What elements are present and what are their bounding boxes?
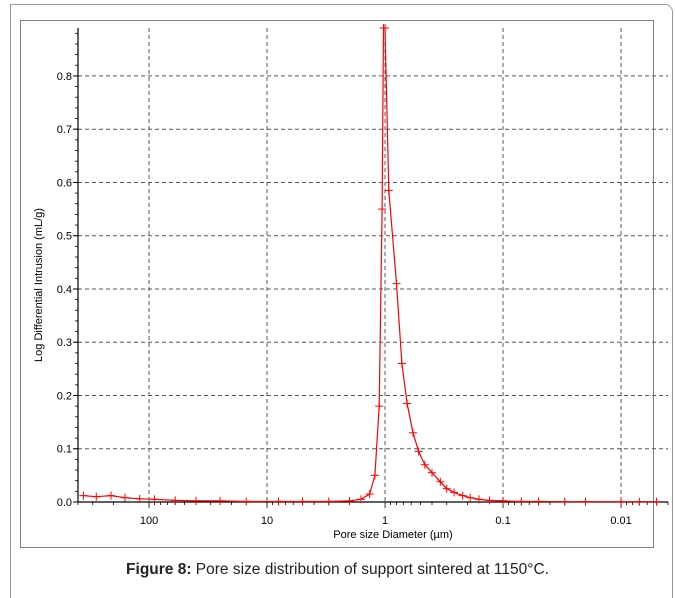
caption-text: Pore size distribution of support sinter… bbox=[191, 561, 549, 578]
data-point bbox=[403, 399, 412, 408]
y-tick-label: 0.8 bbox=[57, 71, 72, 83]
data-point bbox=[345, 496, 354, 505]
data-point bbox=[466, 493, 475, 502]
data-point bbox=[370, 471, 379, 480]
data-point bbox=[216, 496, 225, 505]
x-tick-label: 0.1 bbox=[495, 515, 510, 527]
y-tick-label: 0.2 bbox=[57, 390, 72, 402]
data-point bbox=[581, 497, 590, 506]
data-point bbox=[635, 497, 644, 506]
figure-caption: Figure 8: Pore size distribution of supp… bbox=[0, 561, 675, 579]
series-layer bbox=[79, 24, 661, 506]
x-tick-label: 1 bbox=[382, 515, 388, 527]
data-point bbox=[365, 490, 374, 499]
x-tick-label: 10 bbox=[261, 515, 273, 527]
y-tick-label: 0.6 bbox=[57, 177, 72, 189]
data-point bbox=[414, 447, 423, 456]
data-point bbox=[397, 359, 406, 368]
axes-layer: 100 10 1 0.1 0.01 0.0 0.1 0.2 0.3 0.4 0.5 0.6 0.7 0.8 bbox=[57, 28, 669, 527]
label-layer: Pore size Diameter (µm) Log Differential… bbox=[33, 208, 453, 541]
data-point bbox=[381, 24, 390, 32]
data-point bbox=[392, 279, 401, 288]
data-point bbox=[192, 496, 200, 505]
data-point bbox=[652, 497, 661, 506]
data-point bbox=[150, 495, 159, 504]
y-tick-label: 0.3 bbox=[57, 337, 72, 349]
data-point bbox=[560, 497, 569, 506]
data-point bbox=[384, 186, 393, 195]
data-point bbox=[242, 497, 251, 506]
data-point bbox=[420, 460, 429, 469]
x-tick-label: 100 bbox=[140, 515, 158, 527]
data-point bbox=[378, 205, 387, 214]
x-tick-label: 0.01 bbox=[610, 515, 631, 527]
data-point bbox=[274, 497, 283, 506]
data-point bbox=[442, 484, 451, 493]
data-point bbox=[534, 497, 543, 506]
data-point bbox=[324, 497, 333, 506]
data-point bbox=[356, 495, 365, 504]
y-axis-label: Log Differential Intrusion (mL/g) bbox=[33, 208, 45, 362]
data-point bbox=[79, 491, 88, 500]
data-point bbox=[120, 493, 129, 502]
data-point bbox=[298, 497, 307, 506]
data-point bbox=[517, 497, 526, 506]
grid-layer bbox=[78, 28, 668, 502]
data-point bbox=[375, 402, 384, 411]
figure-frame bbox=[10, 4, 673, 598]
data-point bbox=[107, 491, 116, 500]
data-point bbox=[92, 492, 101, 501]
data-point bbox=[450, 488, 459, 497]
chart-svg: 100 10 1 0.1 0.01 0.0 0.1 0.2 0.3 0.4 0.5 0.6 0.7 0.8… bbox=[33, 24, 669, 541]
data-point bbox=[428, 468, 436, 477]
x-axis-label: Pore size Diameter (µm) bbox=[333, 529, 452, 541]
data-point bbox=[499, 496, 508, 505]
y-tick-label: 0.5 bbox=[57, 231, 72, 243]
data-point bbox=[474, 495, 483, 504]
y-tick-label: 0.7 bbox=[57, 124, 72, 136]
series-line bbox=[83, 27, 657, 503]
chart-frame bbox=[20, 20, 654, 548]
y-tick-label: 0.4 bbox=[57, 284, 72, 296]
y-tick-label: 0.0 bbox=[57, 497, 72, 509]
y-tick-label: 0.1 bbox=[57, 444, 72, 456]
data-point bbox=[436, 477, 445, 486]
data-point bbox=[458, 491, 467, 500]
data-point bbox=[171, 496, 180, 505]
data-point bbox=[408, 428, 417, 437]
data-point bbox=[485, 496, 494, 505]
data-point bbox=[135, 494, 144, 503]
caption-label: Figure 8: bbox=[126, 561, 192, 578]
data-point bbox=[617, 497, 626, 506]
